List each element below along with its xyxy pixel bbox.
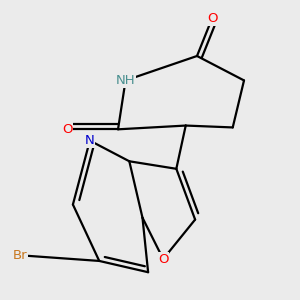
Text: Br: Br (13, 249, 28, 262)
Text: N: N (85, 134, 95, 147)
Text: O: O (158, 253, 168, 266)
Text: O: O (62, 123, 73, 136)
Text: O: O (207, 12, 217, 25)
Text: NH: NH (116, 74, 135, 87)
